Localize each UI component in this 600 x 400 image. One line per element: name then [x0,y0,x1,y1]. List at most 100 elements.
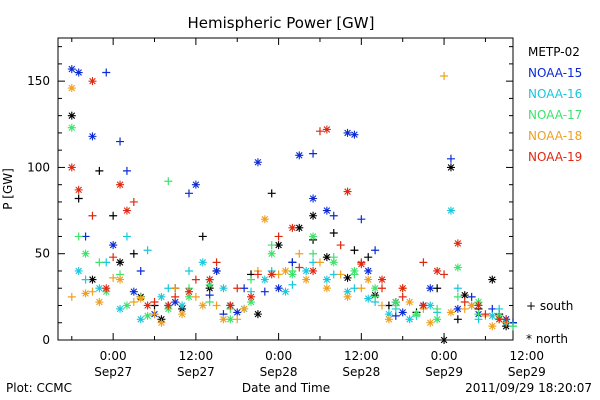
legend-marker-south: + south [526,299,573,313]
noaa-18-south-point [336,270,345,279]
noaa-15-north-point [109,241,118,250]
noaa-19-south-point [191,275,200,284]
noaa-18-north-point [467,301,476,310]
noaa-16-south-point [329,270,338,279]
noaa-19-south-point [253,270,262,279]
noaa-18-north-point [198,301,207,310]
x-tick-date-label: Sep27 [94,365,132,379]
timestamp: 2011/09/29 18:20:07 [465,381,592,395]
noaa-15-north-point [88,132,97,141]
noaa-16-north-point [260,275,269,284]
metp-02-north-point [343,273,352,282]
metp-02-north-point [488,275,497,284]
noaa-15-south-point [102,68,111,77]
noaa-16-north-point [488,311,497,320]
noaa-17-north-point [267,249,276,258]
noaa-15-north-point [212,266,221,275]
noaa-19-south-point [150,298,159,307]
noaa-18-north-point [322,284,331,293]
noaa-17-north-point [350,266,359,275]
noaa-16-south-point [350,284,359,293]
noaa-15-south-point [488,304,497,313]
noaa-18-south-point [233,315,242,324]
footer-credit: Plot: CCMC [6,381,72,395]
noaa-19-north-point [247,292,256,301]
noaa-15-south-point [205,291,214,300]
noaa-15-north-point [191,180,200,189]
y-tick-label: 100 [27,160,50,174]
noaa-19-south-point [460,298,469,307]
metp-02-south-point [384,301,393,310]
noaa-19-south-point [315,127,324,136]
x-tick-date-label: Sep29 [425,365,463,379]
x-tick-time-label: 0:00 [431,349,458,363]
noaa-16-south-point [453,284,462,293]
noaa-18-north-point [178,310,187,319]
noaa-18-south-point [440,71,449,80]
noaa-15-south-point [81,232,90,241]
noaa-15-north-point [426,284,435,293]
noaa-16-north-point [74,266,83,275]
noaa-19-north-point [433,266,442,275]
legend-noaa-19: NOAA-19 [528,150,582,164]
noaa-15-south-point [116,137,125,146]
noaa-19-north-point [205,275,214,284]
x-axis-label: Date and Time [242,381,330,395]
metp-02-north-point [309,211,318,220]
noaa-15-south-point [122,166,131,175]
noaa-17-north-point [391,298,400,307]
metp-02-north-point [274,241,283,250]
noaa-19-north-point [184,287,193,296]
noaa-17-north-point [122,301,131,310]
noaa-16-north-point [384,310,393,319]
noaa-19-north-point [474,301,483,310]
noaa-19-north-point [67,163,76,172]
x-axis: 0:00 Sep27 12:00 Sep27 0:00 Sep28 12:00 Sep28 0:… [71,38,546,379]
noaa-18-south-point [171,284,180,293]
metp-02-north-point [440,336,449,344]
noaa-15-south-point [391,311,400,320]
noaa-15-north-point [343,128,352,137]
noaa-19-north-point [309,266,318,275]
metp-02-south-point [329,229,338,238]
noaa-15-north-point [74,68,83,77]
noaa-17-south-point [247,275,256,284]
noaa-18-north-point [405,298,414,307]
noaa-17-south-point [205,298,214,307]
noaa-18-south-point [212,301,221,310]
noaa-16-north-point [281,287,290,296]
legend-metp-02: METP-02 [528,45,580,59]
noaa-15-south-point [260,287,269,296]
noaa-18-south-point [460,304,469,313]
noaa-15-north-point [295,151,304,160]
noaa-17-north-point [226,315,235,324]
x-tick-date-label: Sep28 [260,365,298,379]
plot-frame [57,37,514,341]
noaa-19-south-point [88,211,97,220]
y-tick-label: 0 [42,333,50,347]
noaa-18-north-point [67,84,76,93]
noaa-16-north-point [322,275,331,284]
noaa-16-north-point [426,301,435,310]
noaa-16-north-point [343,287,352,296]
noaa-15-south-point [288,258,297,267]
data-points [67,65,517,344]
metp-02-south-point [364,253,373,262]
noaa-16-south-point [184,266,193,275]
noaa-19-south-point [171,292,180,301]
noaa-19-north-point [343,187,352,196]
noaa-17-north-point [288,270,297,279]
noaa-16-south-point [102,258,111,267]
noaa-18-north-point [260,215,269,224]
x-tick-time-label: 0:00 [265,349,292,363]
noaa-17-south-point [95,258,104,267]
noaa-15-north-point [171,298,180,307]
noaa-16-north-point [405,315,414,324]
noaa-19-south-point [212,258,221,267]
legend-noaa-15: NOAA-15 [528,66,582,80]
noaa-16-south-point [122,232,131,241]
noaa-18-south-point [357,284,366,293]
noaa-17-south-point [164,177,173,186]
x-tick-date-label: Sep27 [177,365,215,379]
noaa-17-north-point [329,258,338,267]
